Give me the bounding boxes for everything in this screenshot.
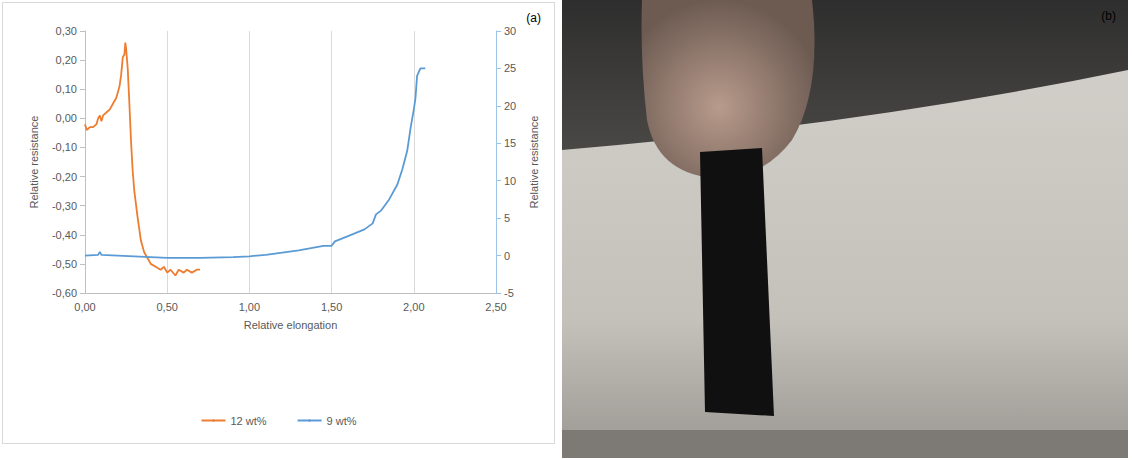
svg-text:0,50: 0,50 — [156, 301, 177, 313]
svg-text:0: 0 — [504, 250, 510, 262]
svg-text:25: 25 — [504, 62, 516, 74]
svg-text:1,00: 1,00 — [239, 301, 260, 313]
svg-text:10: 10 — [504, 175, 516, 187]
svg-text:0,20: 0,20 — [56, 54, 77, 66]
svg-text:0,30: 0,30 — [56, 25, 77, 37]
svg-text:0,10: 0,10 — [56, 83, 77, 95]
svg-text:Relative resistance: Relative resistance — [28, 116, 40, 209]
svg-text:5: 5 — [504, 212, 510, 224]
svg-text:-5: -5 — [504, 287, 514, 299]
svg-text:-0,60: -0,60 — [52, 287, 77, 299]
svg-text:2,00: 2,00 — [403, 301, 424, 313]
svg-text:0,00: 0,00 — [74, 301, 95, 313]
svg-text:1,50: 1,50 — [321, 301, 342, 313]
svg-text:-0,40: -0,40 — [52, 229, 77, 241]
svg-text:(a): (a) — [526, 11, 541, 25]
svg-text:9 wt%: 9 wt% — [327, 415, 357, 427]
svg-text:15: 15 — [504, 137, 516, 149]
svg-text:12 wt%: 12 wt% — [230, 415, 266, 427]
svg-text:-0,50: -0,50 — [52, 258, 77, 270]
svg-text:Relative elongation: Relative elongation — [244, 319, 338, 331]
svg-text:Relative resistance: Relative resistance — [528, 116, 540, 209]
svg-text:30: 30 — [504, 25, 516, 37]
svg-text:(b): (b) — [1101, 9, 1116, 23]
svg-text:0,00: 0,00 — [56, 112, 77, 124]
svg-text:-0,20: -0,20 — [52, 171, 77, 183]
svg-text:-0,10: -0,10 — [52, 141, 77, 153]
svg-text:-0,30: -0,30 — [52, 200, 77, 212]
svg-text:2,50: 2,50 — [485, 301, 506, 313]
svg-text:20: 20 — [504, 100, 516, 112]
